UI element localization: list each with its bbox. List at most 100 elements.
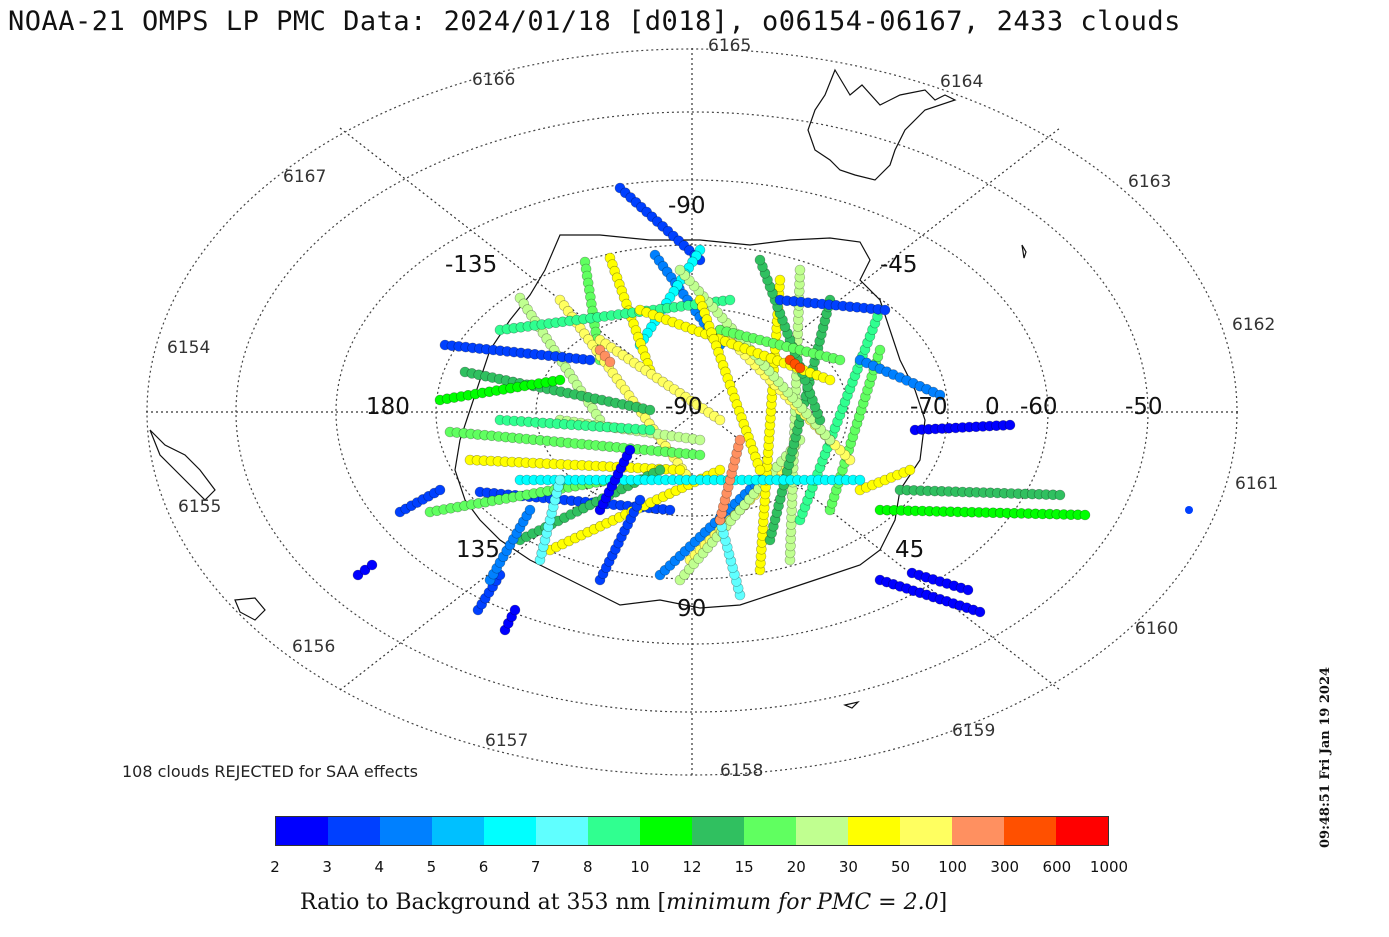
colorbar-swatch (484, 817, 536, 845)
colorbar (275, 816, 1109, 846)
colorbar-tick-label: 8 (582, 858, 593, 876)
colorbar-swatch (432, 817, 484, 845)
orbit-label: 6157 (485, 731, 528, 751)
cloud-track (874, 574, 986, 618)
colorbar-swatch (328, 817, 380, 845)
cloud-track (472, 569, 506, 616)
cloud-track (764, 294, 836, 546)
cloud-track (634, 304, 836, 386)
cloud-track (594, 444, 636, 516)
lon-label: 45 (895, 537, 924, 563)
orbit-label: 6158 (720, 761, 763, 781)
cloud-track (352, 559, 378, 581)
cloud-tracks (352, 182, 1193, 636)
cloud-track (774, 294, 891, 316)
colorbar-tick-label: 4 (374, 858, 385, 876)
lon-label: -90 (665, 394, 703, 420)
cloud-track (714, 324, 846, 366)
cloud-track (594, 344, 616, 368)
colorbar-tick-label: 6 (478, 858, 489, 876)
colorbar-tick-label: 5 (426, 858, 437, 876)
lon-label: 0 (985, 394, 1000, 420)
timestamp: 09:48:51 Fri Jan 19 2024 (1318, 666, 1333, 848)
colorbar-swatch (692, 817, 744, 845)
cloud-track (714, 514, 746, 601)
cloud-point (1185, 506, 1193, 514)
colorbar-swatch (380, 817, 432, 845)
cloud-track (499, 604, 521, 636)
colorbar-swatch (900, 817, 952, 845)
lon-label: -60 (1020, 394, 1058, 420)
cloud-track (614, 182, 706, 266)
colorbar-label: Ratio to Background at 353 nm [minimum f… (300, 890, 948, 915)
colorbar-tick-label: 10 (630, 858, 650, 876)
rejected-note: 108 clouds REJECTED for SAA effects (122, 762, 418, 781)
cloud-track (494, 414, 656, 436)
coastlines (149, 68, 1027, 709)
colorbar-tick-label: 12 (682, 858, 702, 876)
orbit-label: 6154 (167, 338, 210, 358)
orbit-label: 6162 (1232, 315, 1275, 335)
lon-label: -90 (668, 193, 706, 219)
colorbar-swatch (744, 817, 796, 845)
orbit-label: 6161 (1235, 474, 1278, 494)
cloud-track (874, 504, 1091, 521)
orbit-label: 6156 (292, 637, 335, 657)
polar-map: 6154 6155 6156 6157 6158 6159 6160 6161 … (146, 36, 1278, 781)
orbit-label: 6155 (178, 497, 221, 517)
cloud-track (494, 294, 736, 336)
lon-label: -50 (1125, 394, 1163, 420)
colorbar-tick-label: 300 (990, 858, 1020, 876)
lon-label: -45 (880, 252, 918, 278)
cloud-track (394, 484, 446, 518)
cloud-track (694, 294, 766, 476)
colorbar-swatch (536, 817, 588, 845)
colorbar-tick-label: 2 (270, 858, 280, 876)
orbit-label: 6159 (952, 721, 995, 741)
orbit-label: 6163 (1128, 172, 1171, 192)
cloud-track (894, 484, 1066, 501)
orbit-label: 6167 (283, 167, 326, 187)
colorbar-swatch (276, 817, 328, 845)
lon-label: 135 (456, 537, 500, 563)
cloud-track (514, 474, 866, 486)
colorbar-swatch (952, 817, 1004, 845)
cloud-track (854, 464, 916, 496)
lon-label: 180 (366, 394, 410, 420)
cloud-track (854, 354, 946, 401)
orbit-label: 6166 (472, 70, 515, 90)
colorbar-tick-label: 100 (938, 858, 967, 876)
longitude-labels: -90 -135 -45 180 -90 -70 0 -60 -50 135 4… (366, 193, 1163, 622)
cloud-track (604, 252, 656, 376)
cloud-track (674, 264, 836, 446)
map-title: NOAA-21 OMPS LP PMC Data: 2024/01/18 [d0… (8, 6, 1181, 37)
orbit-labels: 6154 6155 6156 6157 6158 6159 6160 6161 … (167, 36, 1278, 781)
cloud-track (714, 434, 746, 526)
lon-label: -135 (445, 252, 497, 278)
cloud-track (464, 454, 686, 476)
colorbar-tick-label: 20 (786, 858, 806, 876)
colorbar-tick-label: 600 (1042, 858, 1072, 876)
colorbar-swatch (848, 817, 900, 845)
lon-label: -70 (910, 394, 948, 420)
lon-label: 90 (677, 596, 706, 622)
colorbar-tick-label: 7 (530, 858, 541, 876)
colorbar-tick-label: 1000 (1089, 858, 1129, 876)
colorbar-swatch (1004, 817, 1056, 845)
colorbar-tick-label: 15 (734, 858, 754, 876)
colorbar-tick-label: 50 (890, 858, 911, 876)
cloud-track (439, 339, 596, 366)
orbit-label: 6164 (940, 72, 983, 92)
cloud-track (594, 494, 646, 586)
cloud-track (909, 419, 1016, 436)
orbit-label: 6165 (708, 36, 751, 56)
cloud-track (434, 374, 566, 406)
cloud-track (906, 567, 974, 596)
colorbar-tick-label: 30 (838, 858, 858, 876)
colorbar-swatch (640, 817, 692, 845)
orbit-label: 6160 (1135, 619, 1178, 639)
cloud-track (484, 504, 536, 586)
colorbar-swatch (796, 817, 848, 845)
colorbar-tick-label: 3 (322, 858, 332, 876)
cloud-track (534, 474, 566, 566)
